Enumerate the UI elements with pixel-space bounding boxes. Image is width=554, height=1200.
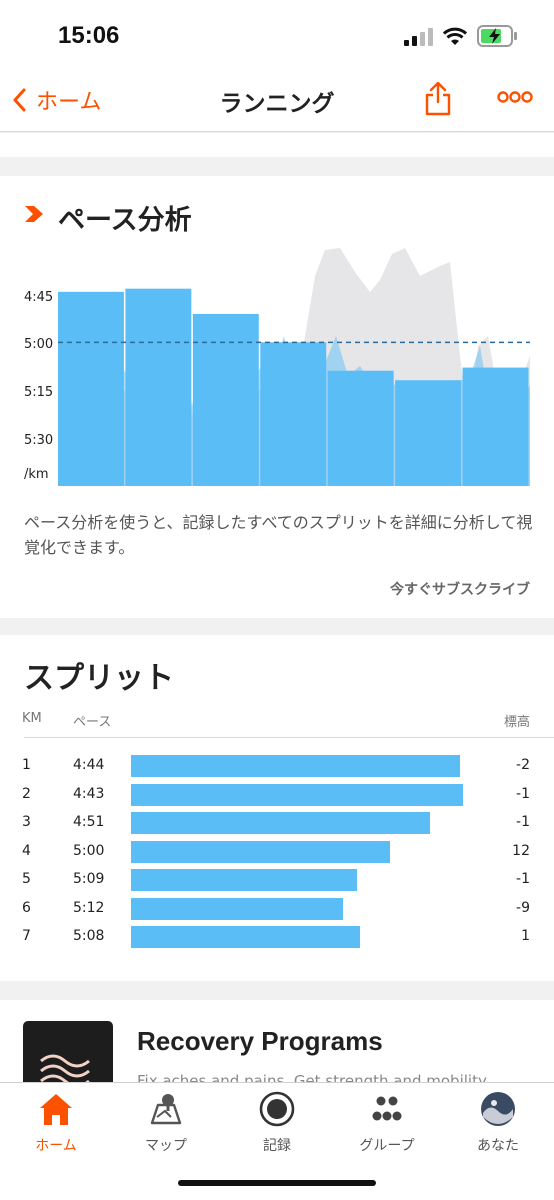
split-pace: 5:09 xyxy=(73,871,105,887)
split-km: 3 xyxy=(22,814,31,830)
split-km: 2 xyxy=(22,785,31,802)
split-pace-bar xyxy=(131,840,390,863)
split-km: 4 xyxy=(22,842,31,859)
column-header-pace: ペース xyxy=(73,715,112,730)
split-pace: 5:12 xyxy=(73,899,105,916)
share-icon[interactable] xyxy=(423,80,453,116)
split-row: 4 5:00 12 xyxy=(0,839,554,867)
split-pace-bar xyxy=(131,783,463,806)
pace-analysis-title: ペース分析 xyxy=(58,205,192,236)
wifi-icon xyxy=(443,27,467,45)
split-elevation: 12 xyxy=(512,842,530,859)
recovery-programs-title: Recovery Programs xyxy=(137,1026,383,1056)
more-options-icon[interactable] xyxy=(497,90,533,104)
split-elevation: 1 xyxy=(521,928,530,944)
recovery-programs-card[interactable]: Recovery Programs Fix aches and pains. G… xyxy=(0,1000,554,1101)
tab-map-label: マップ xyxy=(145,1138,187,1154)
tab-group-label: グループ xyxy=(359,1138,415,1154)
split-elevation: -1 xyxy=(516,785,530,802)
split-pace-bar xyxy=(131,897,343,920)
subscribe-link[interactable]: 今すぐサブスクライブ xyxy=(390,582,530,598)
split-pace: 4:44 xyxy=(73,757,105,773)
split-pace: 5:08 xyxy=(73,928,105,944)
splits-divider xyxy=(24,737,554,738)
avatar xyxy=(481,1092,515,1126)
y-label-530: 5:30 xyxy=(24,433,54,448)
split-row: 1 4:44 -2 xyxy=(0,753,554,781)
split-km: 7 xyxy=(22,928,31,944)
y-label-445: 4:45 xyxy=(24,290,54,305)
pace-chart xyxy=(58,248,530,486)
status-bar: 15:06 xyxy=(0,0,554,70)
home-icon xyxy=(40,1094,72,1125)
split-row: 7 5:08 1 xyxy=(0,924,554,952)
record-icon xyxy=(259,1091,295,1127)
split-km: 5 xyxy=(22,871,31,887)
split-pace: 5:00 xyxy=(73,842,105,859)
chevron-left-icon xyxy=(13,88,26,112)
split-row: 6 5:12 -9 xyxy=(0,896,554,924)
tab-home[interactable]: ホーム xyxy=(6,1089,106,1159)
home-indicator xyxy=(178,1180,376,1186)
splits-title: スプリット xyxy=(24,661,174,696)
split-elevation: -2 xyxy=(516,757,530,773)
signal-icon xyxy=(404,28,433,46)
tab-record[interactable]: 記録 xyxy=(227,1089,327,1159)
split-elevation: -1 xyxy=(516,814,530,830)
split-pace: 4:51 xyxy=(73,814,105,830)
back-label: ホーム xyxy=(36,90,102,115)
y-label-515: 5:15 xyxy=(24,385,54,400)
chevron-right-accent-icon xyxy=(25,206,43,222)
tab-record-label: 記録 xyxy=(263,1138,291,1154)
y-label-unit: /km xyxy=(24,467,49,482)
tab-group[interactable]: グループ xyxy=(337,1089,437,1159)
split-row: 2 4:43 -1 xyxy=(0,782,554,810)
tab-you[interactable]: あなた xyxy=(448,1089,548,1159)
split-pace-bar xyxy=(131,869,357,891)
split-km: 6 xyxy=(22,899,31,916)
split-row: 3 4:51 -1 xyxy=(0,810,554,838)
tab-you-label: あなた xyxy=(477,1138,519,1154)
column-header-km: KM xyxy=(22,711,42,726)
split-km: 1 xyxy=(22,757,31,773)
split-pace-bar xyxy=(131,755,460,777)
split-elevation: -1 xyxy=(516,871,530,887)
group-icon xyxy=(372,1096,402,1121)
pace-analysis-card: ペース分析 4:45 5:00 5:15 5:30 /km ペース分析を使うと、… xyxy=(0,176,554,618)
pace-profile-overlay xyxy=(58,336,530,486)
split-pace: 4:43 xyxy=(73,785,105,802)
tab-map[interactable]: マップ xyxy=(116,1089,216,1159)
y-label-500: 5:00 xyxy=(24,337,54,352)
battery-icon xyxy=(477,25,517,47)
previous-card-edge xyxy=(0,133,554,157)
page-title: ランニング xyxy=(219,91,335,117)
split-pace-bar xyxy=(131,926,360,948)
pace-analysis-description: ペース分析を使うと、記録したすべてのスプリットを詳細に分析して視覚化できます。 xyxy=(24,513,533,557)
splits-card: スプリット KM ペース 標高 1 4:44 -2 2 4:43 -1 3 4:51 -1 4 5:… xyxy=(0,635,554,981)
split-row: 5 5:09 -1 xyxy=(0,867,554,895)
split-elevation: -9 xyxy=(516,899,530,916)
navigation-bar: ホーム ランニング xyxy=(0,70,554,132)
column-header-elevation: 標高 xyxy=(503,715,530,730)
tab-bar: ホーム マップ 記録 グループ あなた xyxy=(0,1082,554,1200)
status-time: 15:06 xyxy=(58,22,120,49)
back-button[interactable]: ホーム xyxy=(12,82,101,118)
split-pace-bar xyxy=(131,812,430,834)
tab-home-label: ホーム xyxy=(35,1138,77,1154)
map-icon xyxy=(150,1094,182,1125)
